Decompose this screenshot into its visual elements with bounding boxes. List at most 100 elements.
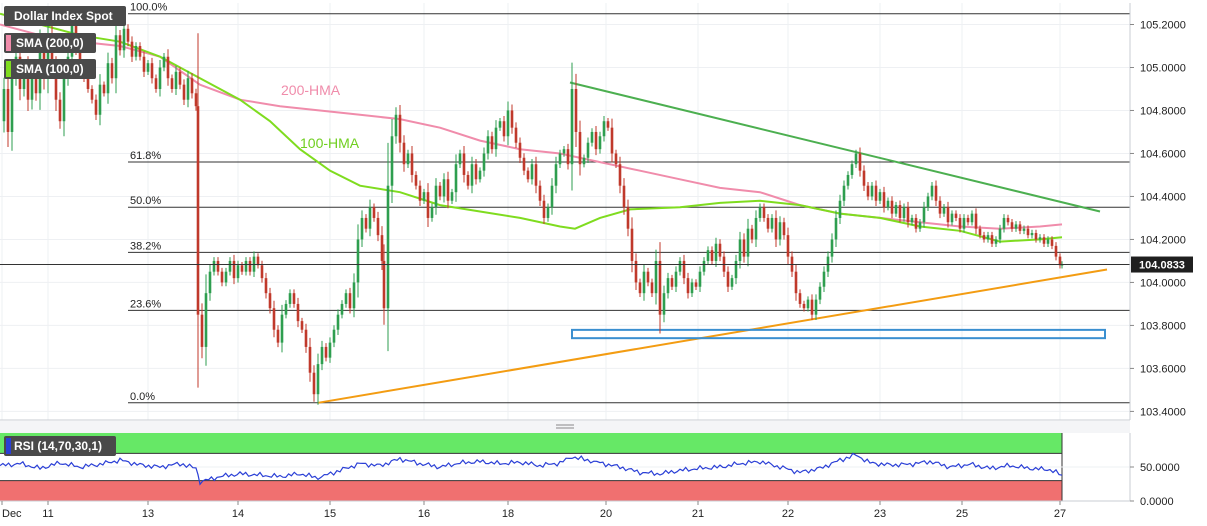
candle-body <box>614 153 618 165</box>
candle-body <box>1034 232 1038 240</box>
x-tick-label: 21 <box>692 508 704 520</box>
candle-body <box>390 136 394 186</box>
candle-body <box>686 278 690 294</box>
candle-body <box>834 217 838 240</box>
support-zone <box>571 328 1106 340</box>
candle-body <box>166 56 170 79</box>
rsi-oversold-zone <box>0 480 1062 501</box>
candle-body <box>750 228 754 240</box>
candle-body <box>308 346 312 373</box>
candle-body <box>570 88 574 165</box>
candle-body <box>870 185 874 197</box>
candle-body <box>114 35 118 79</box>
price-axis[interactable]: 105.2000 105.0000 104.8000 104.6000 104.4000… <box>1130 19 1186 418</box>
candle-body <box>838 200 842 218</box>
candle-body <box>886 200 890 208</box>
candle-body <box>818 286 822 300</box>
y-tick-label: 105.0000 <box>1140 62 1186 74</box>
candle-body <box>138 45 142 57</box>
candle-body <box>822 271 826 287</box>
candle-body <box>550 185 554 208</box>
candle-body <box>746 228 750 257</box>
candle-body <box>1026 228 1030 236</box>
rsi-legend[interactable]: RSI (14,70,30,1) <box>4 436 116 456</box>
candle-body <box>590 131 594 143</box>
candle-body <box>942 207 946 214</box>
fib-label: 38.2% <box>130 240 161 252</box>
candle-body <box>352 282 356 309</box>
candle-body <box>268 293 272 309</box>
candle-body <box>442 179 446 197</box>
candle-body <box>244 260 248 272</box>
candle-body <box>86 78 90 89</box>
candle-body <box>574 88 578 132</box>
candle-body <box>324 346 328 358</box>
current-price-tag: 104.0833 <box>1131 256 1193 273</box>
candle-body <box>102 84 106 94</box>
sma200-legend[interactable]: SMA (200,0) <box>4 33 96 53</box>
current-price-label: 104.0833 <box>1139 260 1185 272</box>
candle-body <box>598 136 602 150</box>
candle-body <box>734 260 738 279</box>
candle-body <box>46 35 50 79</box>
candle-body <box>910 217 914 223</box>
candle-body <box>466 174 470 186</box>
candle-body <box>94 99 98 115</box>
candle-body <box>882 192 886 208</box>
candle-body <box>994 239 998 244</box>
candle-body <box>1030 232 1034 236</box>
candle-body <box>58 99 62 122</box>
candle-body <box>1002 217 1006 229</box>
candle-body <box>118 35 122 51</box>
candle-body <box>300 321 304 330</box>
rsi-panel[interactable] <box>0 433 1131 502</box>
candle-body <box>958 217 962 229</box>
candle-body <box>586 142 590 158</box>
candle-body <box>778 222 782 240</box>
candle-body <box>284 303 288 315</box>
candle-body <box>878 192 882 201</box>
candle-body <box>1006 217 1010 223</box>
candle-body <box>130 41 134 57</box>
candle-body <box>340 303 344 315</box>
candle-body <box>546 207 550 218</box>
candle-body <box>312 372 316 395</box>
candle-body <box>220 271 224 283</box>
panel-splitter[interactable] <box>0 421 1130 433</box>
candle-body <box>714 243 718 261</box>
candle-body <box>364 217 368 229</box>
candle-body <box>264 278 268 294</box>
candle-body <box>142 56 146 72</box>
candle-body <box>662 293 666 315</box>
x-tick-label: 20 <box>600 508 612 520</box>
candle-body <box>514 127 518 143</box>
candle-body <box>1042 237 1046 244</box>
candle-body <box>260 265 264 279</box>
candle-body <box>954 213 958 218</box>
y-tick-label: 104.6000 <box>1140 148 1186 160</box>
rsi-axis[interactable]: 50.0000 0.0000 <box>1130 462 1180 508</box>
candle-body <box>602 121 606 137</box>
rsi-overbought-zone <box>0 433 1062 454</box>
candle-body <box>422 192 426 201</box>
instrument-legend[interactable]: Dollar Index Spot <box>4 6 126 26</box>
candle-body <box>562 149 566 154</box>
candle-body <box>934 185 938 201</box>
candle-body <box>26 67 30 100</box>
candle-body <box>538 185 542 201</box>
fib-label: 0.0% <box>130 391 155 403</box>
sma100-legend[interactable]: SMA (100,0) <box>4 59 96 79</box>
candle-body <box>970 213 974 223</box>
x-tick-label: 16 <box>418 508 430 520</box>
candle-body <box>906 207 910 223</box>
candle-body <box>276 329 280 343</box>
candle-body <box>854 153 858 165</box>
candle-body <box>898 205 902 218</box>
candle-body <box>894 205 898 214</box>
time-axis[interactable]: Dec 11 13 14 15 16 18 20 21 22 23 25 27 <box>1 501 1066 520</box>
candle-body <box>296 303 300 322</box>
price-panel[interactable]: 100.0% 61.8% 50.0% 38.2% 23.6% 0.0% 200-HMA 10… <box>0 2 1131 501</box>
candle-body <box>1010 222 1014 229</box>
candle-body <box>770 217 774 229</box>
candle-body <box>786 235 790 257</box>
